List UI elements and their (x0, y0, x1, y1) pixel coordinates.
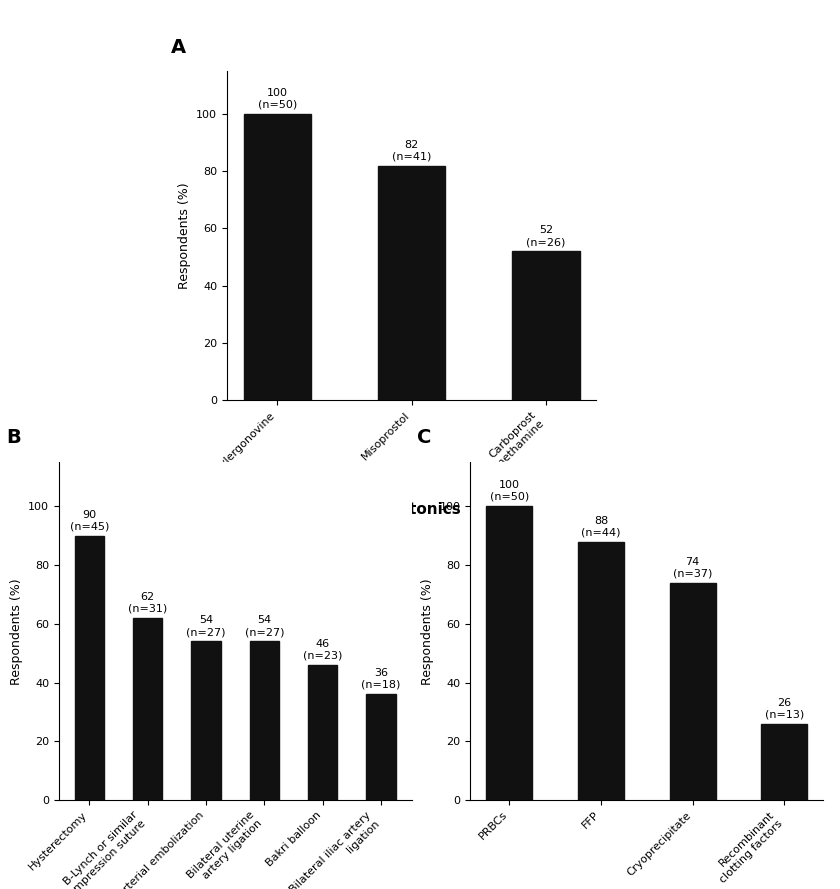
Bar (366, 694, 396, 800)
Y-axis label: Respondents (%): Respondents (%) (177, 182, 191, 289)
Text: 100
(n=50): 100 (n=50) (258, 88, 297, 109)
Text: 62
(n=31): 62 (n=31) (129, 592, 167, 613)
Bar (512, 252, 580, 400)
Bar (308, 665, 337, 800)
Text: 54
(n=27): 54 (n=27) (186, 615, 226, 637)
Y-axis label: Respondents (%): Respondents (%) (421, 578, 434, 685)
Text: 46
(n=23): 46 (n=23) (303, 639, 343, 661)
Text: 82
(n=41): 82 (n=41) (392, 140, 431, 161)
Text: 74
(n=37): 74 (n=37) (673, 557, 712, 579)
Text: 52
(n=26): 52 (n=26) (527, 226, 565, 247)
Text: C: C (417, 428, 432, 447)
Text: A: A (171, 38, 186, 57)
Bar (244, 114, 311, 400)
Bar (578, 541, 624, 800)
Bar (134, 618, 162, 800)
Text: 54
(n=27): 54 (n=27) (244, 615, 284, 637)
Text: 26
(n=13): 26 (n=13) (764, 698, 804, 719)
Bar (192, 642, 221, 800)
Bar (669, 582, 716, 800)
Bar (378, 165, 445, 400)
Bar (761, 724, 807, 800)
Text: B: B (6, 428, 21, 447)
Text: 88
(n=44): 88 (n=44) (581, 516, 621, 537)
Text: 100
(n=50): 100 (n=50) (490, 480, 529, 502)
X-axis label: Uterotonics: Uterotonics (362, 501, 461, 517)
Bar (75, 536, 104, 800)
Bar (249, 642, 279, 800)
Y-axis label: Respondents (%): Respondents (%) (9, 578, 23, 685)
Bar (486, 507, 533, 800)
Text: 36
(n=18): 36 (n=18) (361, 669, 401, 690)
Text: 90
(n=45): 90 (n=45) (70, 509, 109, 532)
